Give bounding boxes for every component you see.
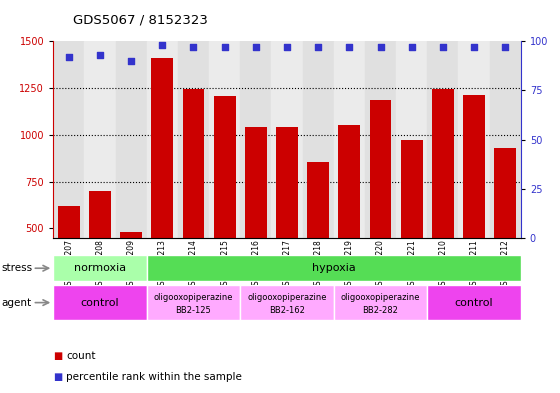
Bar [240,41,272,238]
Point [64,54,73,60]
Text: BB2-162: BB2-162 [269,306,305,315]
Bar [494,148,516,322]
Bar [115,41,147,238]
Bar [53,255,147,281]
Point [501,44,510,50]
Point [407,44,416,50]
Point [158,42,167,48]
Bar [489,41,521,238]
Text: ■: ■ [53,372,63,382]
Bar [276,127,298,322]
Point [189,44,198,50]
Text: control: control [81,298,119,308]
Bar [307,162,329,322]
Bar [302,41,334,238]
Bar [58,206,80,322]
Bar [334,41,365,238]
Bar [89,191,111,322]
Point [438,44,447,50]
Bar [338,125,360,322]
Bar [370,100,391,322]
Point [95,52,104,58]
Bar [120,232,142,322]
Point [127,58,136,64]
Point [220,44,229,50]
Text: oligooxopiperazine: oligooxopiperazine [341,293,420,302]
Text: agent: agent [2,298,32,308]
Point [376,44,385,50]
Text: oligooxopiperazine: oligooxopiperazine [154,293,233,302]
Point [251,44,260,50]
Bar [427,285,521,320]
Text: stress: stress [2,263,33,273]
Bar [209,41,240,238]
Bar [147,255,521,281]
Text: hypoxia: hypoxia [312,263,356,273]
Bar [334,285,427,320]
Bar [240,285,334,320]
Point [345,44,354,50]
Point [314,44,323,50]
Bar [365,41,396,238]
Text: normoxia: normoxia [74,263,126,273]
Text: percentile rank within the sample: percentile rank within the sample [66,372,242,382]
Bar [151,58,173,322]
Text: ■: ■ [53,351,63,361]
Text: oligooxopiperazine: oligooxopiperazine [248,293,326,302]
Bar [463,95,485,322]
Text: BB2-282: BB2-282 [362,306,399,315]
Bar [147,285,240,320]
Bar [272,41,302,238]
Text: count: count [66,351,96,361]
Text: GDS5067 / 8152323: GDS5067 / 8152323 [73,14,208,27]
Bar [85,41,115,238]
Bar [53,285,147,320]
Bar [401,140,423,322]
Bar [432,89,454,322]
Text: BB2-125: BB2-125 [176,306,211,315]
Bar [147,41,178,238]
Bar [245,127,267,322]
Point [469,44,478,50]
Bar [427,41,459,238]
Bar [396,41,427,238]
Text: control: control [455,298,493,308]
Bar [183,89,204,322]
Bar [459,41,489,238]
Bar [214,95,236,322]
Point [282,44,291,50]
Bar [178,41,209,238]
Bar [53,41,85,238]
